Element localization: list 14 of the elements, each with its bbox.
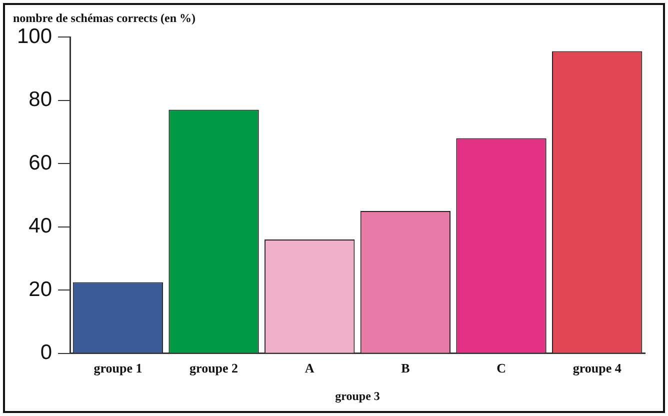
y-tick-label: 80 [28, 88, 52, 112]
y-tick-label: 0 [40, 341, 52, 364]
y-tick-label: 100 [16, 24, 52, 48]
x-tick-label: groupe 4 [572, 360, 622, 376]
x-tick-label: B [401, 360, 410, 376]
y-tick-label: 40 [28, 214, 52, 238]
x-tick-label: groupe 1 [94, 360, 142, 376]
x-tick-label: A [304, 360, 315, 376]
text: groupe 3 [335, 389, 380, 404]
y-axis-title: nombre de schémas corrects (en %) [13, 11, 196, 26]
y-tick-label: 20 [28, 278, 52, 301]
x-tick-label: groupe 2 [190, 360, 238, 376]
y-tick-label: 60 [28, 151, 52, 174]
x-tick-label: C [496, 360, 506, 376]
